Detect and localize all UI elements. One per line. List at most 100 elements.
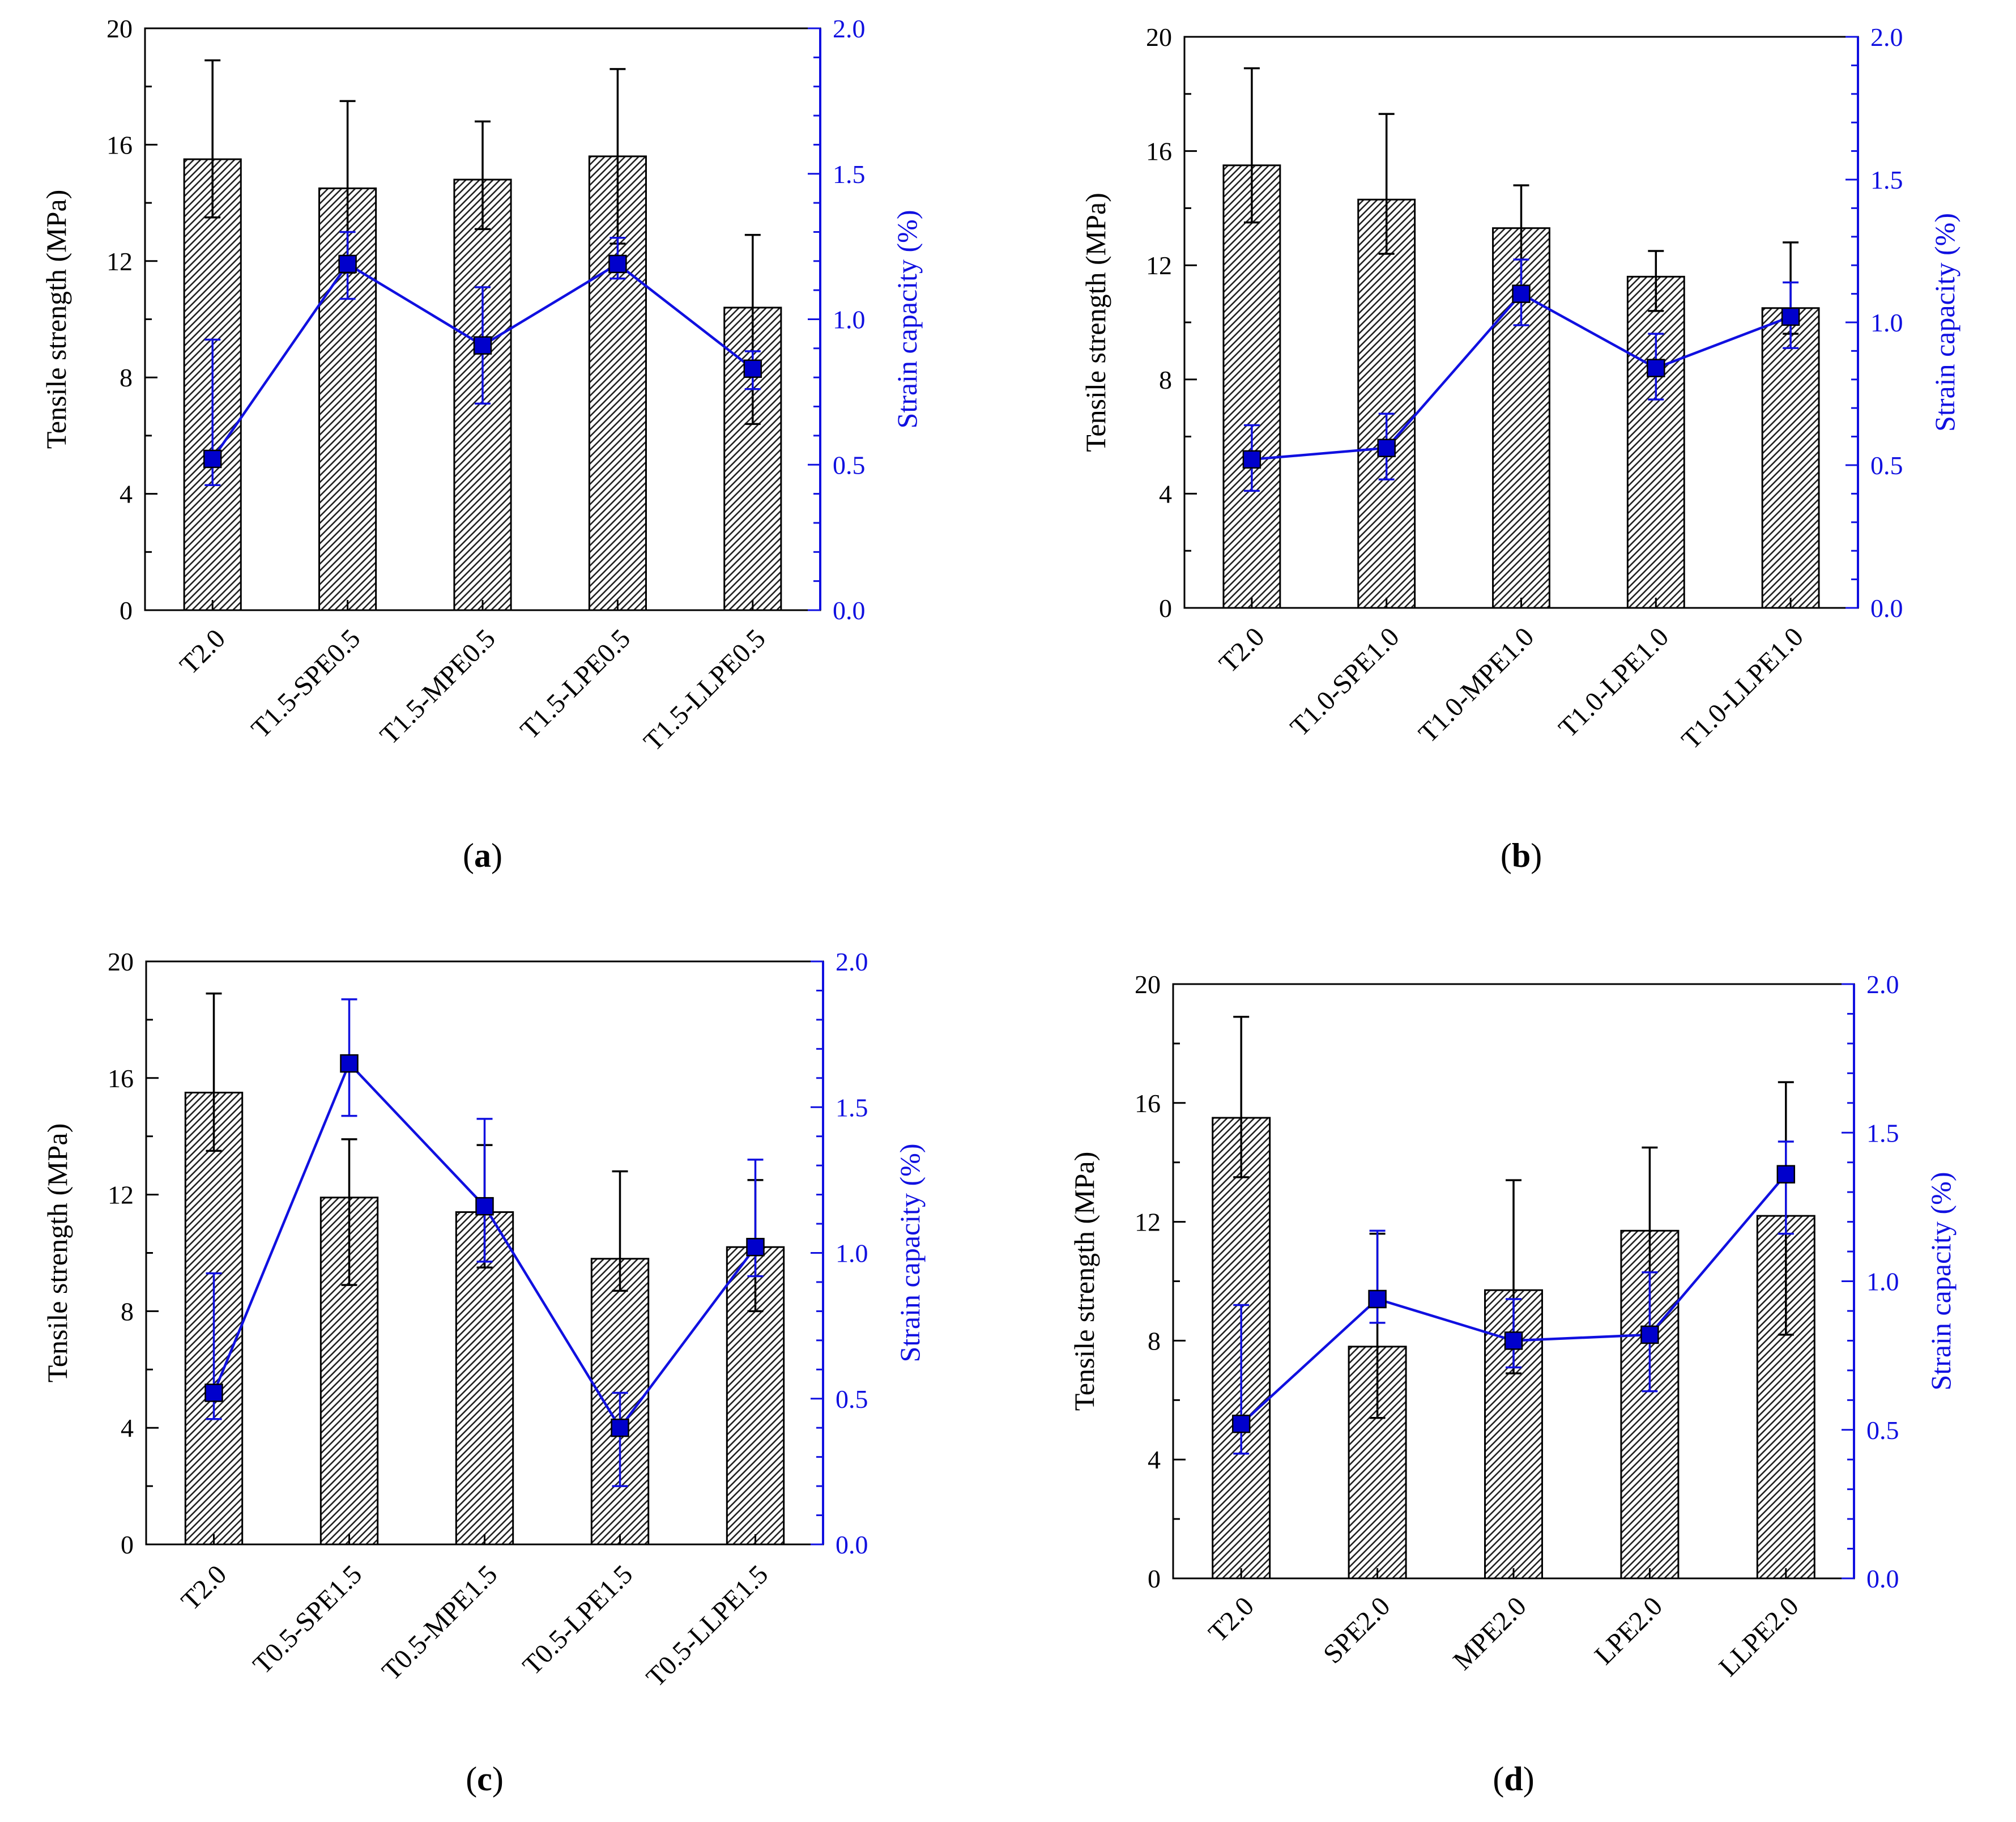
y-tick-label: 0 bbox=[1159, 594, 1172, 623]
x-category-label: T1.5-LPE0.5 bbox=[514, 623, 636, 745]
strain-marker bbox=[1781, 307, 1800, 326]
strain-marker bbox=[1242, 450, 1261, 469]
y-tick-label: 20 bbox=[1135, 970, 1161, 999]
strain-marker bbox=[204, 1383, 223, 1402]
panel-a: 0 4 8 12 16 20 0.0 0.5 1.0 1.5 2.0 Tensile strength… bbox=[40, 14, 923, 874]
y-tick-label: 12 bbox=[108, 1181, 134, 1210]
strain-marker bbox=[203, 449, 222, 469]
panel-label: (a) bbox=[463, 837, 502, 874]
strain-marker bbox=[473, 336, 492, 355]
panel-label: (c) bbox=[466, 1760, 504, 1798]
y-tick-label: 16 bbox=[1146, 137, 1172, 166]
strain-marker bbox=[1640, 1325, 1659, 1344]
strain-marker bbox=[475, 1197, 494, 1216]
y2-tick-label: 2.0 bbox=[836, 947, 868, 976]
panel-label-paren: ) bbox=[491, 837, 502, 874]
strain-marker bbox=[743, 359, 762, 378]
y2-tick-label: 0.0 bbox=[1866, 1564, 1899, 1593]
y-tick-label: 4 bbox=[1148, 1445, 1161, 1474]
strain-marker bbox=[746, 1237, 765, 1257]
x-category-label: T1.0-MPE1.0 bbox=[1413, 621, 1540, 748]
y-tick-label: 4 bbox=[1159, 479, 1172, 508]
y2-axis-title: Strain capacity (%) bbox=[891, 210, 923, 429]
panel-label-letter: b bbox=[1512, 837, 1531, 874]
panel-label-paren: ( bbox=[1501, 837, 1512, 874]
y-tick-label: 16 bbox=[1135, 1089, 1161, 1118]
x-category-label: T2.0 bbox=[1213, 621, 1271, 679]
y-tick-label: 12 bbox=[106, 247, 133, 276]
panel-label-letter: a bbox=[474, 837, 491, 874]
x-category-label: T1.0-LLPE1.0 bbox=[1676, 621, 1809, 755]
y-tick-label: 4 bbox=[121, 1414, 134, 1442]
y-tick-label: 8 bbox=[121, 1297, 134, 1326]
panel-label-paren: ( bbox=[1493, 1760, 1504, 1798]
panel-label: (d) bbox=[1493, 1760, 1534, 1798]
x-category-label: MPE2.0 bbox=[1447, 1591, 1532, 1676]
y-axis-title: Tensile strength (MPa) bbox=[41, 1123, 73, 1383]
x-category-label: T0.5-SPE1.5 bbox=[247, 1559, 368, 1680]
y-axis-title: Tensile strength (MPa) bbox=[1080, 193, 1111, 452]
y2-tick-label: 2.0 bbox=[1870, 23, 1903, 52]
y-tick-label: 4 bbox=[120, 480, 133, 509]
panel-label-paren: ) bbox=[1531, 837, 1542, 874]
panel-d: 0 4 8 12 16 20 0.0 0.5 1.0 1.5 2.0 Tensile strength… bbox=[1068, 970, 1957, 1798]
strain-marker bbox=[338, 254, 357, 274]
panel-label: (b) bbox=[1501, 837, 1542, 874]
y-tick-label: 16 bbox=[108, 1064, 134, 1093]
strain-marker bbox=[340, 1054, 359, 1073]
y-tick-label: 20 bbox=[108, 947, 134, 976]
panel-label-paren: ( bbox=[463, 837, 474, 874]
x-category-label: T0.5-MPE1.5 bbox=[376, 1559, 503, 1686]
strain-marker bbox=[1512, 284, 1531, 303]
y-tick-label: 8 bbox=[120, 363, 133, 392]
x-category-label: LLPE2.0 bbox=[1714, 1591, 1805, 1682]
y2-tick-label: 1.0 bbox=[1870, 308, 1903, 337]
y-tick-label: 0 bbox=[120, 596, 133, 625]
y-tick-label: 20 bbox=[1146, 23, 1172, 52]
x-category-label: T1.0-LPE1.0 bbox=[1553, 621, 1674, 743]
strain-marker bbox=[608, 254, 627, 274]
y2-tick-label: 0.0 bbox=[833, 596, 866, 625]
panel-c: 0 4 8 12 16 20 0.0 0.5 1.0 1.5 2.0 Tensile strength… bbox=[41, 947, 926, 1798]
x-category-label: T1.5-SPE0.5 bbox=[246, 623, 366, 744]
y2-tick-label: 0.0 bbox=[1870, 594, 1903, 623]
y-tick-label: 8 bbox=[1159, 365, 1172, 394]
strain-marker bbox=[1368, 1289, 1387, 1309]
panel-label-paren: ) bbox=[492, 1760, 504, 1798]
panel-label-letter: c bbox=[477, 1760, 492, 1798]
y2-axis-title: Strain capacity (%) bbox=[894, 1144, 926, 1363]
strain-marker bbox=[1377, 439, 1396, 458]
strain-marker bbox=[1647, 359, 1665, 377]
y-tick-label: 16 bbox=[106, 130, 133, 159]
x-category-label: SPE2.0 bbox=[1318, 1591, 1396, 1669]
y2-axis-title: Strain capacity (%) bbox=[1925, 1172, 1957, 1391]
strain-marker bbox=[1504, 1331, 1523, 1350]
x-category-label: T2.0 bbox=[174, 623, 231, 680]
y-tick-label: 0 bbox=[121, 1530, 134, 1559]
y2-tick-label: 1.5 bbox=[1866, 1118, 1899, 1147]
y-tick-label: 0 bbox=[1148, 1564, 1161, 1593]
x-category-label: T1.5-MPE0.5 bbox=[374, 623, 501, 750]
x-category-label: T2.0 bbox=[176, 1559, 233, 1616]
y2-tick-label: 1.0 bbox=[1866, 1267, 1899, 1296]
x-category-label: T2.0 bbox=[1203, 1591, 1260, 1648]
y2-tick-label: 0.5 bbox=[1866, 1416, 1899, 1445]
y-tick-label: 12 bbox=[1146, 251, 1172, 280]
panel-b: 0 4 8 12 16 20 0.0 0.5 1.0 1.5 2.0 Tensile strength… bbox=[1080, 23, 1960, 874]
panel-label-letter: d bbox=[1504, 1760, 1523, 1798]
y2-tick-label: 0.5 bbox=[833, 450, 866, 479]
y-tick-label: 8 bbox=[1148, 1326, 1161, 1355]
x-category-label: T0.5-LPE1.5 bbox=[517, 1559, 639, 1681]
y-tick-label: 12 bbox=[1135, 1208, 1161, 1237]
bar bbox=[1761, 307, 1820, 609]
strain-marker bbox=[611, 1418, 629, 1437]
bar bbox=[1222, 164, 1281, 609]
x-category-label: T1.0-SPE1.0 bbox=[1285, 621, 1405, 742]
y2-tick-label: 1.5 bbox=[833, 160, 866, 189]
y-axis-title: Tensile strength (MPa) bbox=[40, 190, 72, 449]
y2-axis-title: Strain capacity (%) bbox=[1929, 213, 1960, 432]
y2-tick-label: 1.0 bbox=[836, 1239, 868, 1268]
y2-tick-label: 2.0 bbox=[833, 14, 866, 43]
x-category-label: T1.5-LLPE0.5 bbox=[638, 623, 771, 756]
